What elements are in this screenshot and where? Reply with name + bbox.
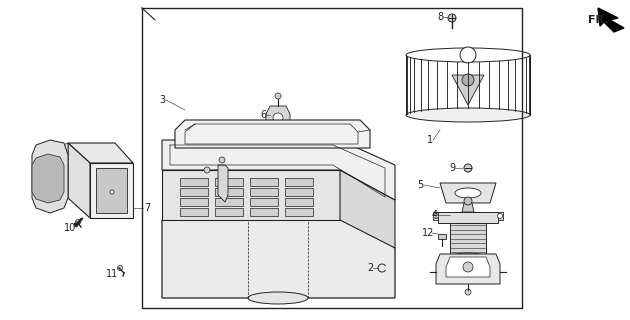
Polygon shape — [180, 178, 208, 186]
Polygon shape — [180, 208, 208, 216]
Polygon shape — [285, 188, 313, 196]
Polygon shape — [450, 223, 486, 257]
Ellipse shape — [406, 48, 530, 62]
Circle shape — [204, 167, 210, 173]
Polygon shape — [68, 143, 90, 218]
Text: 12: 12 — [422, 228, 434, 238]
Text: 1: 1 — [427, 135, 433, 145]
Circle shape — [462, 74, 474, 86]
Polygon shape — [340, 170, 395, 248]
Polygon shape — [215, 188, 243, 196]
Polygon shape — [438, 212, 498, 223]
Circle shape — [464, 164, 472, 172]
Polygon shape — [598, 8, 624, 32]
Circle shape — [460, 47, 476, 63]
Polygon shape — [90, 163, 133, 218]
Circle shape — [464, 197, 472, 205]
Polygon shape — [498, 212, 503, 220]
Polygon shape — [162, 220, 395, 298]
Polygon shape — [446, 257, 490, 277]
Polygon shape — [48, 155, 53, 169]
Text: 4: 4 — [432, 210, 438, 220]
Circle shape — [465, 289, 471, 295]
Ellipse shape — [455, 188, 481, 198]
Polygon shape — [433, 212, 438, 220]
Polygon shape — [68, 143, 133, 163]
Polygon shape — [38, 163, 43, 177]
Polygon shape — [162, 140, 395, 200]
Polygon shape — [215, 198, 243, 206]
Polygon shape — [32, 154, 64, 203]
Polygon shape — [162, 170, 340, 220]
Text: 7: 7 — [144, 203, 150, 213]
Polygon shape — [63, 143, 68, 157]
Circle shape — [219, 157, 225, 163]
Polygon shape — [215, 208, 243, 216]
Polygon shape — [285, 198, 313, 206]
Text: 2: 2 — [367, 263, 373, 273]
Polygon shape — [250, 178, 278, 186]
Polygon shape — [452, 75, 484, 105]
Polygon shape — [266, 106, 290, 126]
Text: 6: 6 — [260, 110, 266, 120]
Circle shape — [118, 266, 122, 270]
Text: 10: 10 — [64, 223, 76, 233]
Polygon shape — [53, 151, 58, 165]
Circle shape — [463, 262, 473, 272]
Text: 9: 9 — [449, 163, 455, 173]
Polygon shape — [43, 159, 48, 173]
Ellipse shape — [450, 253, 486, 261]
Polygon shape — [285, 178, 313, 186]
Text: 8: 8 — [437, 12, 443, 22]
Circle shape — [498, 213, 503, 219]
Polygon shape — [218, 165, 228, 202]
Circle shape — [275, 93, 281, 99]
Polygon shape — [250, 188, 278, 196]
Polygon shape — [175, 120, 370, 148]
Circle shape — [433, 213, 438, 219]
Text: 11: 11 — [106, 269, 118, 279]
Polygon shape — [58, 147, 63, 161]
Text: 3: 3 — [159, 95, 165, 105]
Polygon shape — [285, 208, 313, 216]
Polygon shape — [250, 198, 278, 206]
Polygon shape — [32, 140, 68, 213]
Circle shape — [76, 220, 81, 225]
Polygon shape — [462, 203, 474, 212]
Circle shape — [110, 190, 114, 194]
Polygon shape — [436, 254, 500, 284]
Polygon shape — [215, 178, 243, 186]
Polygon shape — [96, 168, 127, 213]
Ellipse shape — [406, 108, 530, 122]
Ellipse shape — [248, 292, 308, 304]
Circle shape — [448, 14, 456, 22]
Circle shape — [273, 113, 283, 123]
Polygon shape — [438, 234, 446, 239]
Polygon shape — [440, 183, 496, 203]
Text: FR.: FR. — [588, 15, 609, 25]
Polygon shape — [180, 188, 208, 196]
Text: 5: 5 — [417, 180, 423, 190]
Polygon shape — [180, 198, 208, 206]
Polygon shape — [33, 167, 38, 181]
Polygon shape — [250, 208, 278, 216]
